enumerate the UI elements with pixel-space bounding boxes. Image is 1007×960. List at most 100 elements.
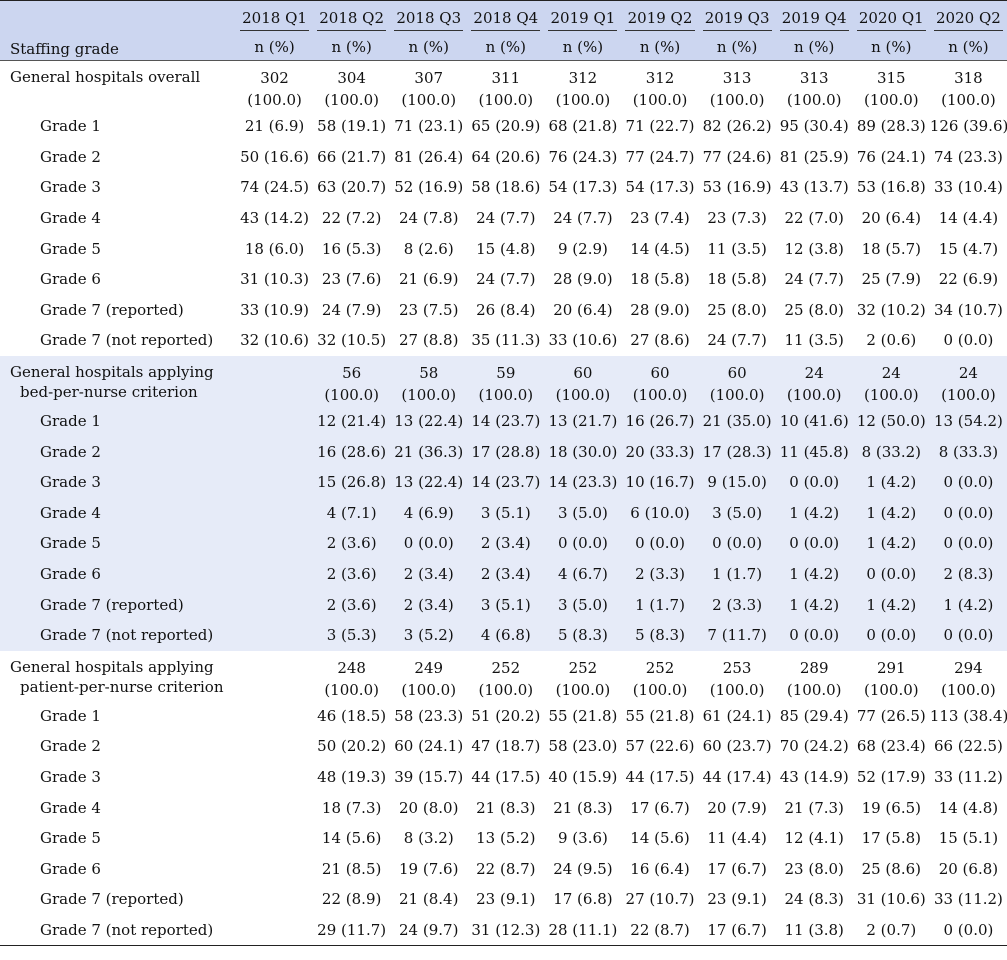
total-count: 312: [568, 69, 598, 87]
section-total-cell: 58 (100.0): [390, 355, 468, 406]
grade-value-cell: 58 (18.6): [471, 178, 541, 197]
section-total-cell: 302 (100.0): [236, 61, 313, 112]
grade-value-cell: 58 (19.1): [317, 117, 387, 136]
unit-header: n (%): [852, 33, 930, 61]
grade-value-cell: 24 (7.7): [707, 331, 767, 350]
grade-value-cell: 14 (4.5): [630, 239, 690, 258]
total-count: 294: [954, 658, 983, 677]
total-percent: (100.0): [401, 91, 457, 109]
grade-row: Grade 2 16 (28.6) 21 (36.3) 17 (28.8) 18 (30…: [0, 436, 1007, 467]
section-total-cell: 252 (100.0): [621, 651, 698, 701]
grade-value-cell: 25 (8.6): [861, 859, 921, 878]
staffing-grade-header: Staffing grade: [0, 0, 236, 61]
grade-value-cell: 33 (10.9): [240, 300, 310, 319]
quarter-header: 2019 Q4: [775, 0, 853, 33]
grade-value-cell: 0 (0.0): [943, 331, 994, 350]
grade-value-cell: 2 (3.4): [390, 558, 468, 590]
section-total-cell: 312 (100.0): [544, 61, 621, 112]
section-total-cell: [236, 651, 313, 701]
grade-value-cell: 2 (3.6): [313, 528, 391, 559]
total-percent: (100.0): [632, 91, 688, 109]
unit-header: n (%): [621, 33, 699, 61]
grade-value-cell: 82 (26.2): [702, 117, 772, 136]
grade-row: Grade 7 (not reported) 29 (11.7) 24 (9.7) 3…: [0, 914, 1007, 947]
grade-value-cell: 25 (8.0): [784, 300, 844, 319]
grade-row: Grade 1 46 (18.5) 58 (23.3) 51 (20.2) 55 (21…: [0, 701, 1007, 732]
grade-value-cell: 23 (7.5): [399, 300, 459, 319]
grade-row: Grade 3 74 (24.5) 63 (20.7) 52 (16.9) 58 (18…: [0, 172, 1007, 203]
total-percent: (100.0): [632, 680, 688, 699]
total-percent: (100.0): [632, 385, 688, 404]
quarter-header: 2019 Q2: [621, 0, 699, 33]
total-percent: (100.0): [863, 91, 919, 109]
grade-value-cell: 1 (4.2): [775, 589, 853, 620]
grade-value-cell: 53 (16.8): [856, 178, 926, 197]
grade-value-cell: 24 (9.7): [390, 914, 468, 947]
grade-value-cell: 55 (21.8): [548, 706, 618, 725]
grade-value-cell: 9 (2.9): [557, 239, 608, 258]
grade-row: Grade 1 21 (6.9) 58 (19.1) 71 (23.1) 65 (20.…: [0, 111, 1007, 142]
grade-label: Grade 6: [40, 859, 101, 878]
quarter-header: 2018 Q2: [313, 0, 391, 33]
grade-value-cell: 31 (12.3): [467, 914, 545, 947]
unit-header: n (%): [775, 33, 853, 61]
quarter-header: 2019 Q3: [698, 0, 776, 33]
grade-value-cell: 8 (3.2): [403, 829, 454, 848]
grade-value-cell: 77 (24.6): [702, 147, 772, 166]
grade-value-cell: 14 (5.6): [630, 829, 690, 848]
grade-value-cell: 0 (0.0): [698, 528, 776, 559]
grade-row: Grade 7 (not reported) 32 (10.6) 32 (10.5)…: [0, 325, 1007, 356]
grade-value-cell: 21 (8.3): [553, 798, 613, 817]
total-percent: (100.0): [401, 680, 457, 699]
total-count: 24: [804, 363, 824, 382]
grade-value-cell: 4 (6.9): [390, 497, 468, 529]
grade-label: Grade 7 (reported): [40, 300, 184, 319]
grade-value-cell: 58 (23.3): [394, 706, 464, 725]
total-percent: (100.0): [555, 680, 611, 699]
grade-value-cell: 89 (28.3): [856, 117, 926, 136]
section-total-cell: 60 (100.0): [544, 355, 622, 406]
grade-value-cell: 33 (10.6): [548, 331, 618, 350]
total-count: 252: [568, 658, 598, 677]
grade-value-cell: 20 (33.3): [621, 436, 699, 467]
grade-value-cell: 61 (24.1): [702, 706, 772, 725]
grade-value-cell: 0 (0.0): [775, 619, 853, 651]
section-total-cell: 294 (100.0): [930, 651, 1007, 701]
grade-value-cell: 2 (3.4): [390, 589, 468, 620]
grade-value-cell: 3 (5.0): [698, 497, 776, 529]
grade-row: Grade 1 12 (21.4) 13 (22.4) 14 (23.7) 13 (21…: [0, 405, 1007, 437]
grade-value-cell: 13 (22.4): [390, 405, 468, 437]
total-count: 249: [414, 658, 444, 677]
grade-value-cell: 39 (15.7): [394, 767, 464, 786]
quarter-header: 2018 Q1: [236, 0, 314, 33]
grade-value-cell: 44 (17.4): [702, 767, 772, 786]
grade-value-cell: 17 (28.8): [467, 436, 545, 467]
grade-value-cell: 17 (6.7): [707, 859, 767, 878]
grade-value-cell: 66 (22.5): [933, 737, 1003, 756]
grade-value-cell: 12 (3.8): [784, 239, 844, 258]
grade-value-cell: 13 (5.2): [476, 829, 536, 848]
grade-value-cell: 77 (24.7): [625, 147, 695, 166]
grade-value-cell: 1 (4.2): [852, 589, 930, 620]
grade-value-cell: 0 (0.0): [775, 466, 853, 498]
grade-label: Grade 2: [0, 436, 236, 467]
grade-value-cell: 24 (7.8): [399, 209, 459, 228]
grade-value-cell: 51 (20.2): [471, 706, 541, 725]
grade-value-cell: 17 (5.8): [861, 829, 921, 848]
quarter-label: 2018 Q2: [317, 9, 387, 31]
grade-value-cell: 18 (30.0): [544, 436, 622, 467]
grade-value-cell: 1 (4.2): [775, 497, 853, 529]
unit-header: n (%): [313, 33, 391, 61]
table-header: Staffing grade 2018 Q1 2018 Q2 2018 Q3 2018…: [0, 0, 1007, 61]
grade-value-cell: 46 (18.5): [317, 706, 387, 725]
total-percent: (100.0): [709, 680, 765, 699]
grade-value-cell: 23 (9.1): [476, 890, 536, 909]
grade-value-cell: 4 (7.1): [313, 497, 391, 529]
grade-value-cell: 24 (7.9): [321, 300, 382, 319]
grade-value-cell: 32 (10.2): [856, 300, 926, 319]
grade-label: Grade 6: [40, 270, 101, 289]
grade-label: Grade 5: [40, 829, 101, 848]
